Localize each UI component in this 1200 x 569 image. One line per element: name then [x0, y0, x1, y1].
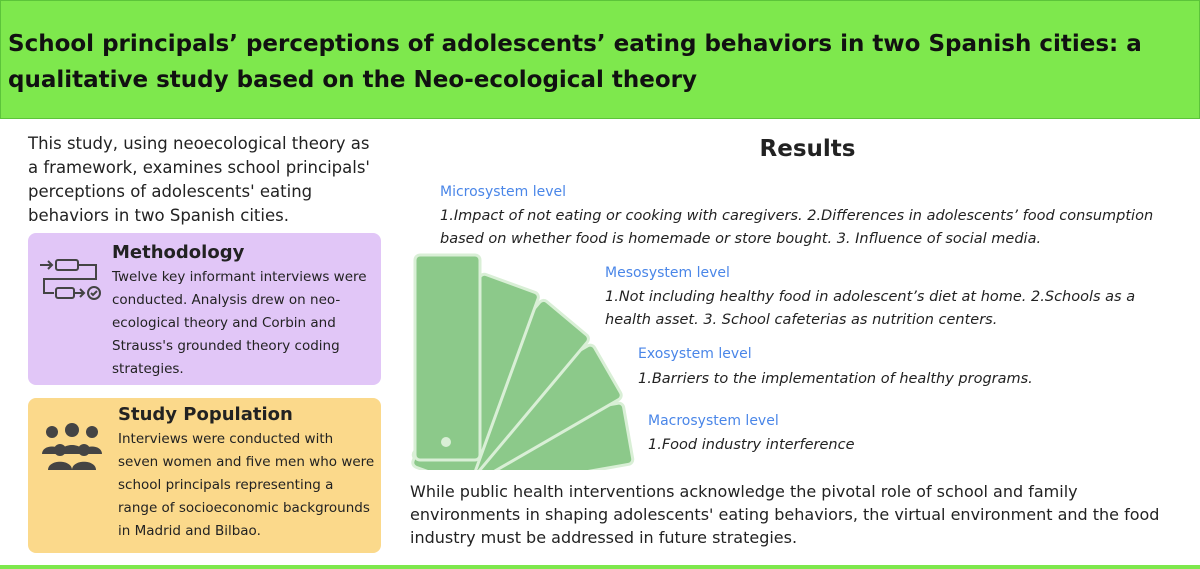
methodology-box: [28, 233, 381, 385]
methodology-title: Methodology: [112, 242, 245, 263]
footer-bar: [0, 565, 1200, 569]
header-bar: [0, 0, 1200, 119]
results-title: Results: [759, 136, 856, 162]
level-text: 1.Impact of not eating or cooking with c…: [440, 208, 1154, 247]
population-box: [28, 398, 381, 553]
population-icon: [42, 423, 102, 470]
methodology-icon: [40, 259, 101, 300]
level-text: 1.Barriers to the implementation of heal…: [638, 371, 1033, 387]
level-text: 1.Not including healthy food in adolesce…: [605, 289, 1136, 328]
intro: This study, using neoecological theory a…: [28, 134, 370, 225]
conclusion: While public health interventions acknow…: [410, 482, 1160, 547]
level-name: Mesosystem level: [605, 265, 730, 281]
methodology-text: Twelve key informant interviews were con…: [112, 269, 367, 377]
level-name: Macrosystem level: [648, 413, 779, 429]
fan-graphic: [411, 253, 635, 470]
header-title: School principals’ perceptions of adoles…: [8, 31, 1142, 93]
population-title: Study Population: [118, 404, 293, 425]
level-name: Microsystem level: [440, 184, 567, 200]
level-name: Exosystem level: [638, 346, 752, 362]
population-text: Interviews were conducted with seven wom…: [118, 431, 375, 539]
level-text: 1.Food industry interference: [648, 437, 855, 453]
